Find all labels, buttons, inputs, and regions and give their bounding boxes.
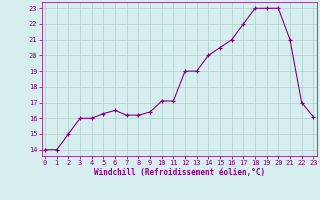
X-axis label: Windchill (Refroidissement éolien,°C): Windchill (Refroidissement éolien,°C) bbox=[94, 168, 265, 177]
